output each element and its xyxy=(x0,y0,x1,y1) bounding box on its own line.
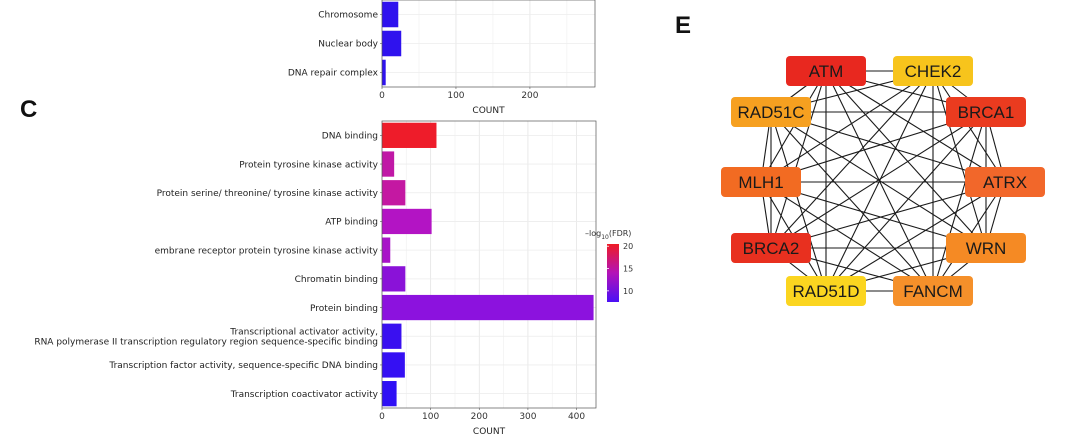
network-node-label: RAD51C xyxy=(737,103,804,122)
legend-color-bar xyxy=(607,244,619,302)
network-node-label: ATM xyxy=(809,62,844,81)
top-category-label: DNA repair complex xyxy=(288,69,379,79)
main-x-tick-label: 100 xyxy=(422,412,439,422)
cellular-component-bar-chart: Chromosome Nuclear body DNA repair complex… xyxy=(288,0,596,116)
network-node-label: FANCM xyxy=(903,282,963,301)
network-node-label: ATRX xyxy=(983,173,1027,192)
network-node-box xyxy=(786,276,866,306)
network-node-box xyxy=(893,56,973,86)
main-category-label: embrane receptor protein tyrosine kinase… xyxy=(155,246,379,256)
network-node: CHEK2 xyxy=(893,56,973,86)
top-x-axis-title: COUNT xyxy=(472,106,505,116)
main-category-label: Protein serine/ threonine/ tyrosine kina… xyxy=(157,189,379,199)
network-edge xyxy=(770,111,987,249)
network-node-box xyxy=(965,167,1045,197)
network-node: RAD51D xyxy=(786,276,866,306)
main-plot-area xyxy=(382,121,596,408)
top-x-tick-label: 100 xyxy=(447,91,464,101)
network-node-label: BRCA1 xyxy=(958,103,1015,122)
main-category-label: ATP binding xyxy=(325,218,378,228)
legend-tick-label: 10 xyxy=(623,287,633,296)
network-node-label: WRN xyxy=(966,239,1007,258)
network-edge xyxy=(825,70,987,249)
main-bar xyxy=(382,381,397,407)
main-category-label: Transcriptional activator activity, xyxy=(229,327,378,337)
network-node: ATRX xyxy=(965,167,1045,197)
fdr-color-legend: –log10(FDR) 20 15 10 xyxy=(585,229,633,302)
legend-tick-label: 15 xyxy=(623,265,633,274)
main-x-axis-title: COUNT xyxy=(473,427,506,437)
network-edge xyxy=(760,70,934,183)
main-bar xyxy=(382,151,395,177)
main-x-tick-label: 300 xyxy=(519,412,536,422)
network-node-label: MLH1 xyxy=(738,173,783,192)
main-bar xyxy=(382,208,432,235)
main-x-tick-label: 400 xyxy=(568,412,585,422)
network-edge xyxy=(932,70,987,249)
main-x-tick-label: 0 xyxy=(379,412,385,422)
network-edge xyxy=(825,181,1006,292)
top-bar xyxy=(382,30,402,57)
main-category-label: RNA polymerase II transcription regulato… xyxy=(34,337,378,347)
network-node-box xyxy=(946,97,1026,127)
top-x-tick-label: 0 xyxy=(379,91,385,101)
main-bar xyxy=(382,323,402,349)
top-plot-frame xyxy=(381,0,596,88)
top-bar xyxy=(382,1,399,28)
top-category-label: Chromosome xyxy=(318,11,378,21)
network-edge xyxy=(770,111,827,292)
network-node-box xyxy=(786,56,866,86)
network-node: ATM xyxy=(786,56,866,86)
network-node: FANCM xyxy=(893,276,973,306)
top-x-tick-label: 200 xyxy=(521,91,538,101)
network-node-box xyxy=(731,97,811,127)
main-bar xyxy=(382,122,437,148)
network-node: WRN xyxy=(946,233,1026,263)
top-bar xyxy=(382,59,386,86)
main-bar xyxy=(382,180,406,206)
ppi-network: ATM CHEK2 RAD51C BRCA1 MLH1 ATRX BRCA2 WRN RAD51… xyxy=(721,56,1045,306)
panel-label-c: C xyxy=(20,96,37,123)
main-x-tick-label: 200 xyxy=(471,412,488,422)
main-category-label: Transcription coactivator activity xyxy=(230,390,379,400)
network-edge xyxy=(825,70,1006,183)
molecular-function-bar-chart: DNA binding Protein tyrosine kinase activ… xyxy=(34,120,597,437)
network-node: BRCA2 xyxy=(731,233,811,263)
network-node-label: CHEK2 xyxy=(905,62,962,81)
network-edge xyxy=(760,181,934,292)
main-bar xyxy=(382,352,405,378)
panel-label-e: E xyxy=(675,12,691,39)
network-node-box xyxy=(946,233,1026,263)
main-category-label: Transcription factor activity, sequence-… xyxy=(108,361,378,371)
top-category-label: Nuclear body xyxy=(318,40,378,50)
main-category-label: DNA binding xyxy=(322,132,378,142)
main-category-label: Chromatin binding xyxy=(295,275,378,285)
network-edge xyxy=(825,111,987,292)
main-category-label: Protein binding xyxy=(310,304,378,314)
network-node: RAD51C xyxy=(731,97,811,127)
network-edge xyxy=(932,111,987,292)
main-category-label: Protein tyrosine kinase activity xyxy=(239,160,378,170)
legend-tick-label: 20 xyxy=(623,242,633,251)
network-node-box xyxy=(721,167,801,197)
main-bar xyxy=(382,266,406,292)
network-node: BRCA1 xyxy=(946,97,1026,127)
network-edge xyxy=(770,111,934,292)
network-edge xyxy=(770,70,934,249)
network-node-box xyxy=(731,233,811,263)
network-node: MLH1 xyxy=(721,167,801,197)
network-node-box xyxy=(893,276,973,306)
network-node-label: BRCA2 xyxy=(743,239,800,258)
legend-title: –log10(FDR) xyxy=(585,229,631,241)
main-bar xyxy=(382,294,594,321)
main-plot-frame xyxy=(381,120,597,409)
main-bar xyxy=(382,237,391,263)
network-node-label: RAD51D xyxy=(792,282,859,301)
